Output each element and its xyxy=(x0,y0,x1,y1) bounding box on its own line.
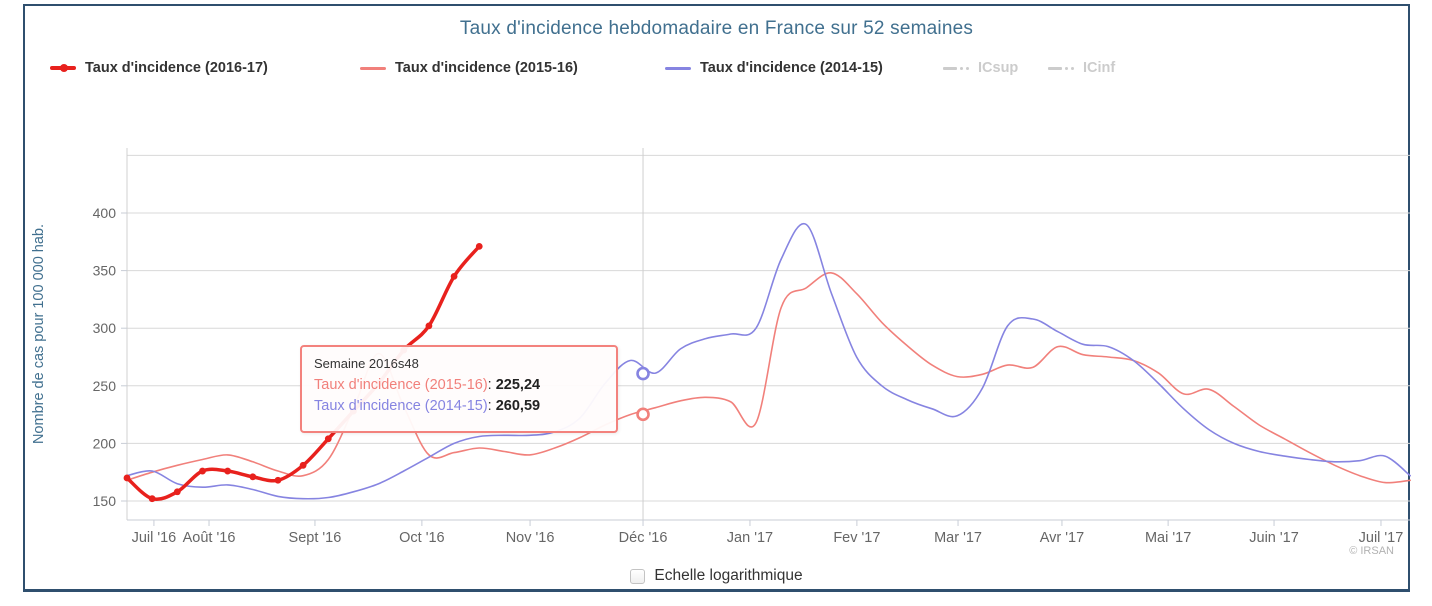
hover-point-marker xyxy=(636,366,650,381)
legend-item-2016-17[interactable]: Taux d'incidence (2016-17) xyxy=(50,60,268,76)
chart-title: Taux d'incidence hebdomadaire en France … xyxy=(459,18,974,39)
series-taux-d-incidence-2016-17- xyxy=(123,243,483,503)
svg-text:Déc '16: Déc '16 xyxy=(619,530,668,546)
legend-item-2014-15[interactable]: Taux d'incidence (2014-15) xyxy=(665,60,883,76)
legend-label: Taux d'incidence (2016-17) xyxy=(85,60,268,76)
legend-item-2015-16[interactable]: Taux d'incidence (2015-16) xyxy=(360,60,578,76)
log-scale-control: Echelle logarithmique xyxy=(25,564,1408,588)
svg-text:250: 250 xyxy=(93,378,117,394)
plot-area[interactable]: 150 200 250 300 350 400 Juil '16 Août '16 Sept '… xyxy=(25,6,1412,594)
svg-text:Août '16: Août '16 xyxy=(183,530,236,546)
legend-label: ICsup xyxy=(978,60,1019,76)
log-scale-checkbox[interactable] xyxy=(630,568,646,584)
tooltip-row: Taux d'incidence (2014-15): 260,59 xyxy=(314,398,541,414)
legend: Taux d'incidence (2016-17) Taux d'incide… xyxy=(25,60,1408,84)
line-marker-icon xyxy=(50,64,76,72)
series-taux-d-incidence-2014-15- xyxy=(126,222,1411,500)
svg-text:Nov '16: Nov '16 xyxy=(506,530,555,546)
tooltip-week: Semaine 2016s48 xyxy=(314,356,419,371)
svg-text:400: 400 xyxy=(93,205,117,221)
dash-dot-icon xyxy=(1048,66,1074,70)
line-icon xyxy=(665,66,691,70)
svg-text:Jan '17: Jan '17 xyxy=(727,530,773,546)
svg-text:Fev '17: Fev '17 xyxy=(833,530,880,546)
tooltip-row: Taux d'incidence (2015-16): 225,24 xyxy=(314,377,541,393)
hover-point-marker xyxy=(636,407,650,422)
legend-item-icsup[interactable]: ICsup xyxy=(943,60,1018,76)
legend-label: ICinf xyxy=(1083,60,1116,76)
legend-label: Taux d'incidence (2014-15) xyxy=(700,60,883,76)
svg-text:200: 200 xyxy=(93,435,117,451)
axes: 150 200 250 300 350 400 Juil '16 Août '16 Sept '… xyxy=(93,148,1410,546)
legend-item-icinf[interactable]: ICinf xyxy=(1048,60,1115,76)
svg-text:Sept '16: Sept '16 xyxy=(289,530,342,546)
chart-panel: Taux d'incidence hebdomadaire en France … xyxy=(23,4,1412,594)
svg-text:Oct '16: Oct '16 xyxy=(399,530,444,546)
svg-text:Mai '17: Mai '17 xyxy=(1145,530,1191,546)
log-scale-label[interactable]: Echelle logarithmique xyxy=(654,567,803,584)
svg-text:Juil '17: Juil '17 xyxy=(1359,530,1404,546)
svg-text:Mar '17: Mar '17 xyxy=(934,530,982,546)
tooltip: Semaine 2016s48 Taux d'incidence (2015-1… xyxy=(300,345,618,433)
svg-text:Juin '17: Juin '17 xyxy=(1249,530,1299,546)
line-icon xyxy=(360,66,386,70)
svg-text:Juil '16: Juil '16 xyxy=(132,530,177,546)
svg-text:350: 350 xyxy=(93,263,117,279)
svg-text:Avr '17: Avr '17 xyxy=(1040,530,1084,546)
svg-text:150: 150 xyxy=(93,493,117,509)
legend-label: Taux d'incidence (2015-16) xyxy=(395,60,578,76)
dash-dot-icon xyxy=(943,66,969,70)
svg-text:300: 300 xyxy=(93,320,117,336)
copyright-credit: © IRSAN xyxy=(1349,545,1394,557)
